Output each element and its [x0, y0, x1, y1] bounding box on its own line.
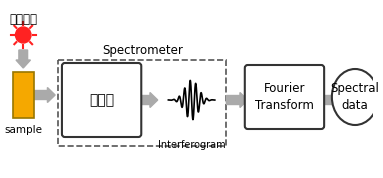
Text: Spectral
data: Spectral data	[331, 82, 380, 112]
FancyArrow shape	[138, 93, 158, 108]
Circle shape	[15, 27, 31, 43]
FancyBboxPatch shape	[62, 63, 141, 137]
FancyArrow shape	[226, 93, 248, 108]
FancyArrow shape	[16, 50, 31, 68]
Text: Spectrometer: Spectrometer	[102, 44, 183, 57]
Text: Interferogram: Interferogram	[158, 140, 226, 150]
FancyArrow shape	[34, 88, 55, 103]
Text: 기준광원: 기준광원	[10, 13, 38, 26]
FancyBboxPatch shape	[245, 65, 324, 129]
FancyArrow shape	[321, 93, 342, 108]
Text: Fourier
Transform: Fourier Transform	[255, 82, 314, 112]
FancyBboxPatch shape	[13, 72, 34, 118]
Ellipse shape	[332, 69, 378, 125]
Text: 간섭계: 간섭계	[89, 93, 114, 107]
Text: sample: sample	[4, 125, 42, 135]
